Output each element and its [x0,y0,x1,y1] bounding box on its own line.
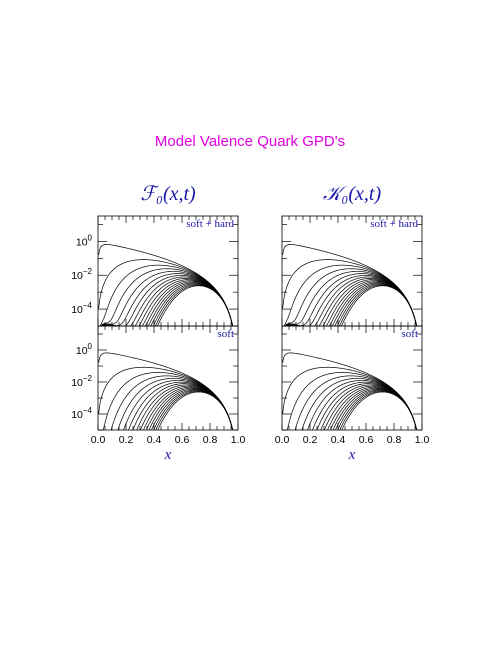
series-line [286,275,417,326]
x-tick-label: 0.0 [91,434,106,446]
panel-3: soft + hard [281,215,423,327]
curves [282,244,417,326]
series-line [154,284,233,326]
series-line [284,268,417,326]
curves [282,352,417,430]
x-tick-label: 0.6 [175,434,190,446]
y-tick-label: 10−4 [71,406,92,421]
series-line [338,284,417,326]
panel-label: soft + hard [370,218,418,230]
series-line [318,277,417,326]
series-line [156,285,233,326]
curves [98,244,233,326]
panel-label: soft + hard [186,218,234,230]
x-tick-label: 1.0 [231,434,246,446]
column-title-left: ℱ₀(x,t) [140,183,196,205]
panel-2: 100 10−2 10−4 0.0 0.2 0.4 0.6 0.8 1.0 x soft [71,325,246,463]
series-line [341,391,417,430]
plot-frame [97,325,239,431]
panel-label: soft [402,328,419,340]
y-tick-label: 10−2 [71,374,92,389]
x-tick-label: 0.8 [387,434,402,446]
x-axis-label: x [164,447,172,463]
x-tick-label: 0.2 [119,434,134,446]
plot-frame [97,215,239,327]
x-tick-label: 0.8 [203,434,218,446]
x-tick-label: 0.0 [275,434,290,446]
series-line [104,276,233,326]
plot-frame [281,325,423,431]
x-tick-label: 1.0 [415,434,430,446]
y-tick-label: 100 [76,233,93,248]
series-line [340,285,417,326]
y-tick-label: 100 [76,342,93,357]
series-line [134,277,233,326]
series-line [288,276,417,326]
curves [98,352,233,430]
series-line [100,268,233,326]
column-title-right: 𝒦₀(x,t) [323,183,382,205]
panel-label: soft [218,328,235,340]
plot-frame [281,215,423,327]
x-tick-label: 0.4 [331,434,346,446]
x-tick-label: 0.2 [303,434,318,446]
page-title: Model Valence Quark GPD's [154,133,346,150]
x-tick-label: 0.4 [147,434,162,446]
x-axis-label: x [348,447,356,463]
series-line [157,391,233,430]
y-tick-label: 10−2 [71,267,92,282]
x-tick-label: 0.6 [359,434,374,446]
panel-1: 100 10−2 10−4 soft + hard [71,215,239,327]
series-line [102,275,233,326]
y-tick-label: 10−4 [71,301,92,316]
panel-4: 0.0 0.2 0.4 0.6 0.8 1.0 x soft [275,325,430,463]
